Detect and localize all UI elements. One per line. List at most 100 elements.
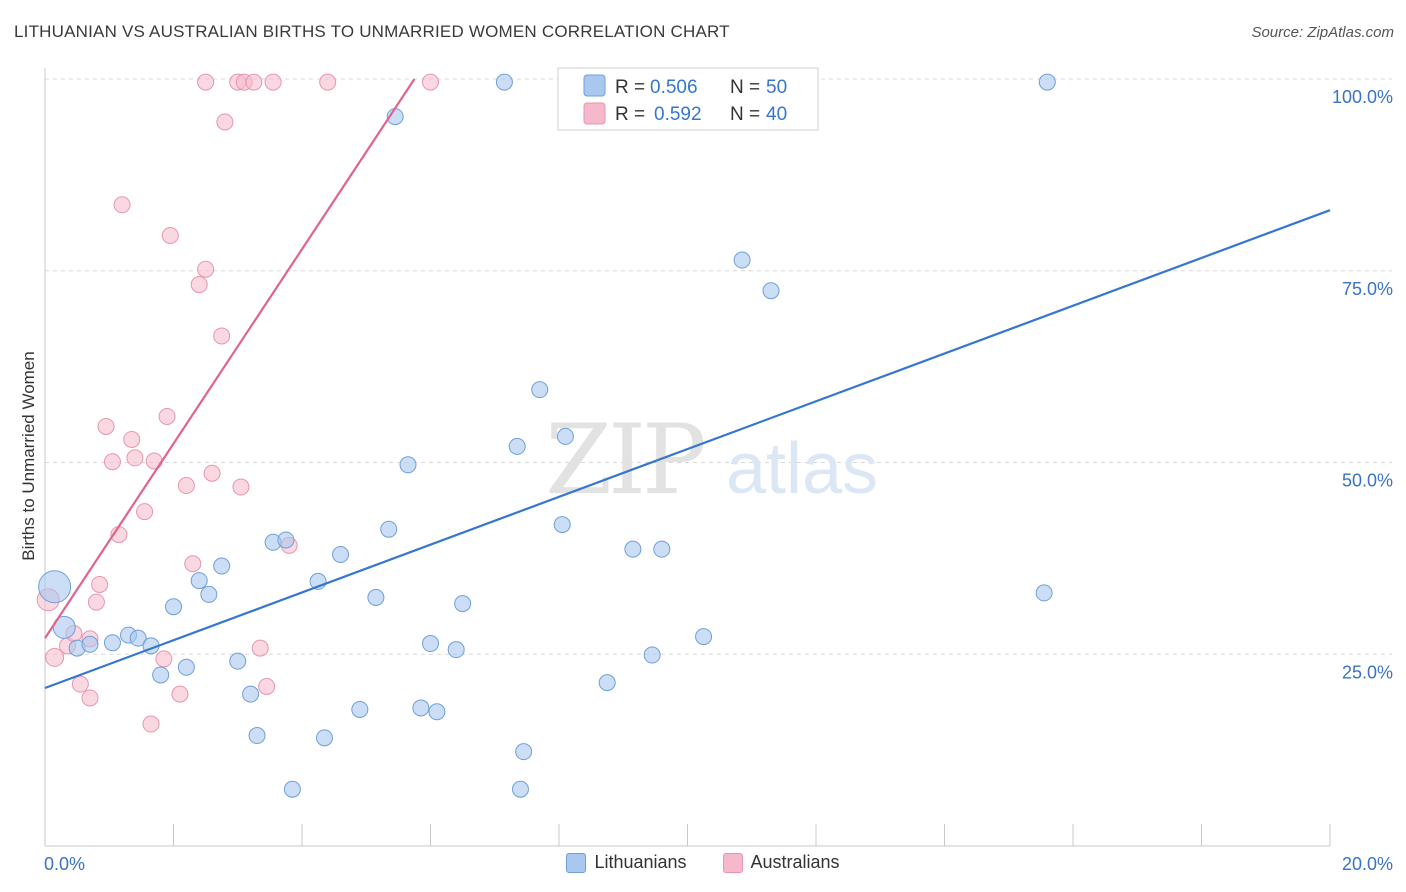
point-australians-6	[81, 689, 99, 707]
point-australians-9	[97, 417, 115, 435]
point-lithuanians-30	[428, 703, 446, 721]
y-tick-label-25: 25.0%	[1342, 662, 1393, 682]
point-australians-16	[142, 715, 160, 733]
point-lithuanians-18	[277, 531, 295, 549]
point-australians-21	[171, 685, 189, 703]
point-australians-10	[103, 453, 121, 471]
point-australians-7	[87, 593, 105, 611]
x-tick-label-0: 0.0%	[44, 854, 85, 874]
legend-item-australians[interactable]: Australians	[722, 852, 840, 873]
point-australians-26	[197, 260, 215, 278]
point-lithuanians-25	[380, 520, 398, 538]
trendline-lithuanians	[44, 209, 1331, 690]
legend-label-australians: Australians	[750, 852, 840, 872]
point-australians-19	[158, 407, 176, 425]
watermark-atlas: atlas	[726, 429, 878, 509]
point-lithuanians-11	[190, 572, 208, 590]
point-australians-13	[123, 430, 141, 448]
point-australians-24	[190, 276, 208, 294]
point-lithuanians-14	[229, 652, 247, 670]
point-lithuanians-36	[515, 743, 533, 761]
stats-legend-swatch-australians	[583, 102, 606, 125]
stats-r-label-australians: R =	[615, 104, 645, 125]
stats-r-value-lithuanians: 0.506	[650, 77, 698, 98]
stats-legend-swatch-lithuanians	[583, 74, 606, 97]
legend-label-lithuanians: Lithuanians	[594, 852, 687, 872]
point-lithuanians-12	[200, 585, 218, 603]
point-lithuanians-3	[81, 635, 99, 653]
y-axis-title: Births to Unmarried Women	[19, 351, 38, 560]
chart-source: Source: ZipAtlas.com	[1251, 24, 1394, 41]
point-australians-14	[126, 449, 144, 467]
points-australians	[36, 73, 439, 733]
point-lithuanians-34	[508, 437, 526, 455]
point-australians-20	[161, 226, 179, 244]
point-lithuanians-41	[624, 540, 642, 558]
stats-legend: R = 0.506 N = 50 R = 0.592 N = 40	[557, 67, 819, 131]
bottom-legend: Lithuanians Australians	[0, 852, 1406, 873]
point-lithuanians-49	[695, 628, 713, 646]
y-tick-label-50: 50.0%	[1342, 471, 1393, 491]
point-lithuanians-40	[598, 674, 616, 692]
stats-n-value-lithuanians: 50	[766, 77, 787, 98]
point-australians-35	[258, 677, 276, 695]
tick-labels: 25.0% 50.0% 75.0% 100.0% 0.0% 20.0%	[44, 87, 1393, 874]
point-lithuanians-21	[315, 729, 333, 747]
point-lithuanians-29	[422, 635, 439, 653]
legend-swatch-australians	[722, 852, 743, 873]
point-australians-34	[251, 639, 269, 657]
point-australians-25	[197, 73, 215, 91]
stats-n-label-lithuanians: N =	[730, 77, 760, 98]
point-lithuanians-47	[1038, 73, 1056, 91]
point-australians-39	[422, 73, 439, 91]
chart-title: LITHUANIAN VS AUSTRALIAN BIRTHS TO UNMAR…	[14, 22, 730, 41]
point-australians-15	[136, 503, 154, 521]
point-lithuanians-43	[653, 540, 671, 558]
stats-n-value-australians: 40	[766, 104, 787, 125]
y-tick-label-75: 75.0%	[1342, 279, 1393, 299]
point-australians-4	[71, 675, 89, 693]
point-lithuanians-13	[213, 557, 231, 575]
y-axis-label: Births to Unmarried Women	[19, 351, 38, 560]
point-lithuanians-10	[177, 658, 195, 676]
point-australians-29	[216, 113, 234, 131]
point-australians-12	[113, 196, 131, 214]
point-lithuanians-31	[447, 641, 465, 659]
trend-lines	[44, 78, 1331, 690]
points-lithuanians	[38, 72, 1056, 798]
trendline-australians	[44, 78, 416, 639]
stats-r-label-lithuanians: R =	[615, 77, 645, 98]
point-australians-1	[45, 647, 65, 667]
point-lithuanians-22	[332, 546, 350, 564]
point-lithuanians-42	[643, 646, 661, 664]
point-lithuanians-15	[242, 685, 260, 703]
watermark-zip: ZIP	[545, 404, 704, 516]
point-australians-17	[145, 452, 163, 470]
y-tick-label-100: 100.0%	[1332, 87, 1393, 107]
point-lithuanians-28	[399, 456, 417, 474]
point-lithuanians-39	[556, 427, 574, 445]
point-lithuanians-5	[103, 634, 121, 652]
point-lithuanians-48	[1035, 584, 1053, 602]
point-australians-27	[203, 464, 221, 482]
stats-n-label-australians: N =	[730, 104, 760, 125]
stats-r-value-australians: 0.592	[654, 104, 702, 125]
point-lithuanians-9	[152, 666, 170, 684]
legend-item-lithuanians[interactable]: Lithuanians	[566, 852, 687, 873]
point-australians-33	[245, 73, 263, 91]
point-australians-22	[177, 477, 195, 495]
point-lithuanians-19	[283, 780, 301, 798]
point-australians-8	[91, 575, 109, 593]
point-lithuanians-23	[351, 700, 369, 718]
point-lithuanians-32	[454, 595, 472, 613]
point-lithuanians-38	[553, 516, 571, 534]
point-lithuanians-6	[129, 629, 147, 647]
axes	[44, 68, 1331, 847]
point-australians-36	[264, 73, 282, 91]
point-lithuanians-24	[367, 588, 385, 606]
point-australians-18	[155, 650, 173, 668]
legend-swatch-lithuanians	[566, 852, 587, 873]
point-lithuanians-33	[495, 73, 513, 91]
point-lithuanians-8	[165, 598, 182, 616]
